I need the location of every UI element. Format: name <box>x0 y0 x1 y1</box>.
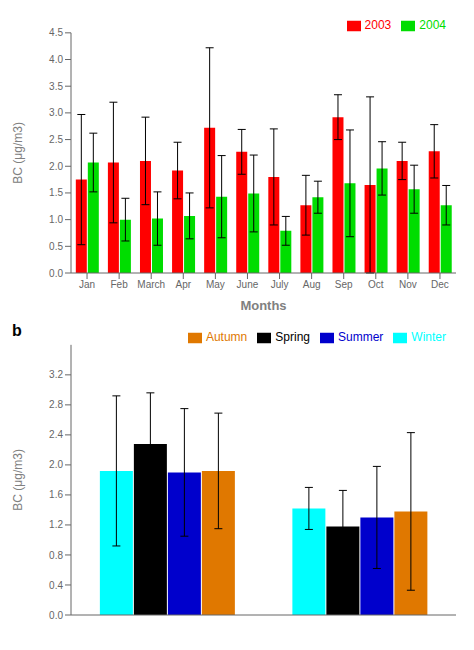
svg-text:2.8: 2.8 <box>49 399 63 410</box>
svg-text:Oct: Oct <box>368 279 384 290</box>
svg-text:Nov: Nov <box>399 279 417 290</box>
html-text:Summer: Summer <box>338 330 384 344</box>
svg-text:Apr: Apr <box>176 279 192 290</box>
svg-text:0.5: 0.5 <box>49 241 63 252</box>
svg-text:0.0: 0.0 <box>49 610 63 621</box>
svg-text:2.4: 2.4 <box>49 429 63 440</box>
svg-text:0.4: 0.4 <box>49 580 63 591</box>
svg-text:1.5: 1.5 <box>49 187 63 198</box>
svg-text:March: March <box>137 279 165 290</box>
svg-text:2.0: 2.0 <box>49 459 63 470</box>
svg-text:July: July <box>271 279 289 290</box>
svg-text:2.0: 2.0 <box>49 161 63 172</box>
svg-text:2.5: 2.5 <box>49 134 63 145</box>
svg-text:BC (μg/m3): BC (μg/m3) <box>11 122 25 184</box>
svg-text:Jan: Jan <box>79 279 95 290</box>
html-text:2003: 2003 <box>364 18 392 32</box>
svg-text:3.5: 3.5 <box>49 81 63 92</box>
svg-text:1.0: 1.0 <box>49 214 63 225</box>
html-text:Spring: Spring <box>275 330 310 344</box>
svg-text:0.0: 0.0 <box>49 268 63 279</box>
svg-text:1.2: 1.2 <box>49 519 63 530</box>
html-text:Winter: Winter <box>411 330 446 344</box>
html-text:2004: 2004 <box>419 18 446 32</box>
svg-text:BC (μg/m3): BC (μg/m3) <box>11 449 25 511</box>
svg-text:Months: Months <box>240 298 286 313</box>
svg-text:0.8: 0.8 <box>49 550 63 561</box>
svg-text:3.0: 3.0 <box>49 107 63 118</box>
svg-text:June: June <box>237 279 259 290</box>
svg-text:4.0: 4.0 <box>49 54 63 65</box>
svg-text:Sep: Sep <box>335 279 353 290</box>
svg-text:3.2: 3.2 <box>49 369 63 380</box>
svg-text:Feb: Feb <box>111 279 129 290</box>
svg-text:Aug: Aug <box>303 279 321 290</box>
html-text:Autumn: Autumn <box>205 330 248 344</box>
html-text:b: b <box>12 322 22 339</box>
svg-text:1.6: 1.6 <box>49 489 63 500</box>
svg-text:4.5: 4.5 <box>49 27 63 38</box>
svg-text:May: May <box>206 279 225 290</box>
svg-text:Dec: Dec <box>431 279 449 290</box>
